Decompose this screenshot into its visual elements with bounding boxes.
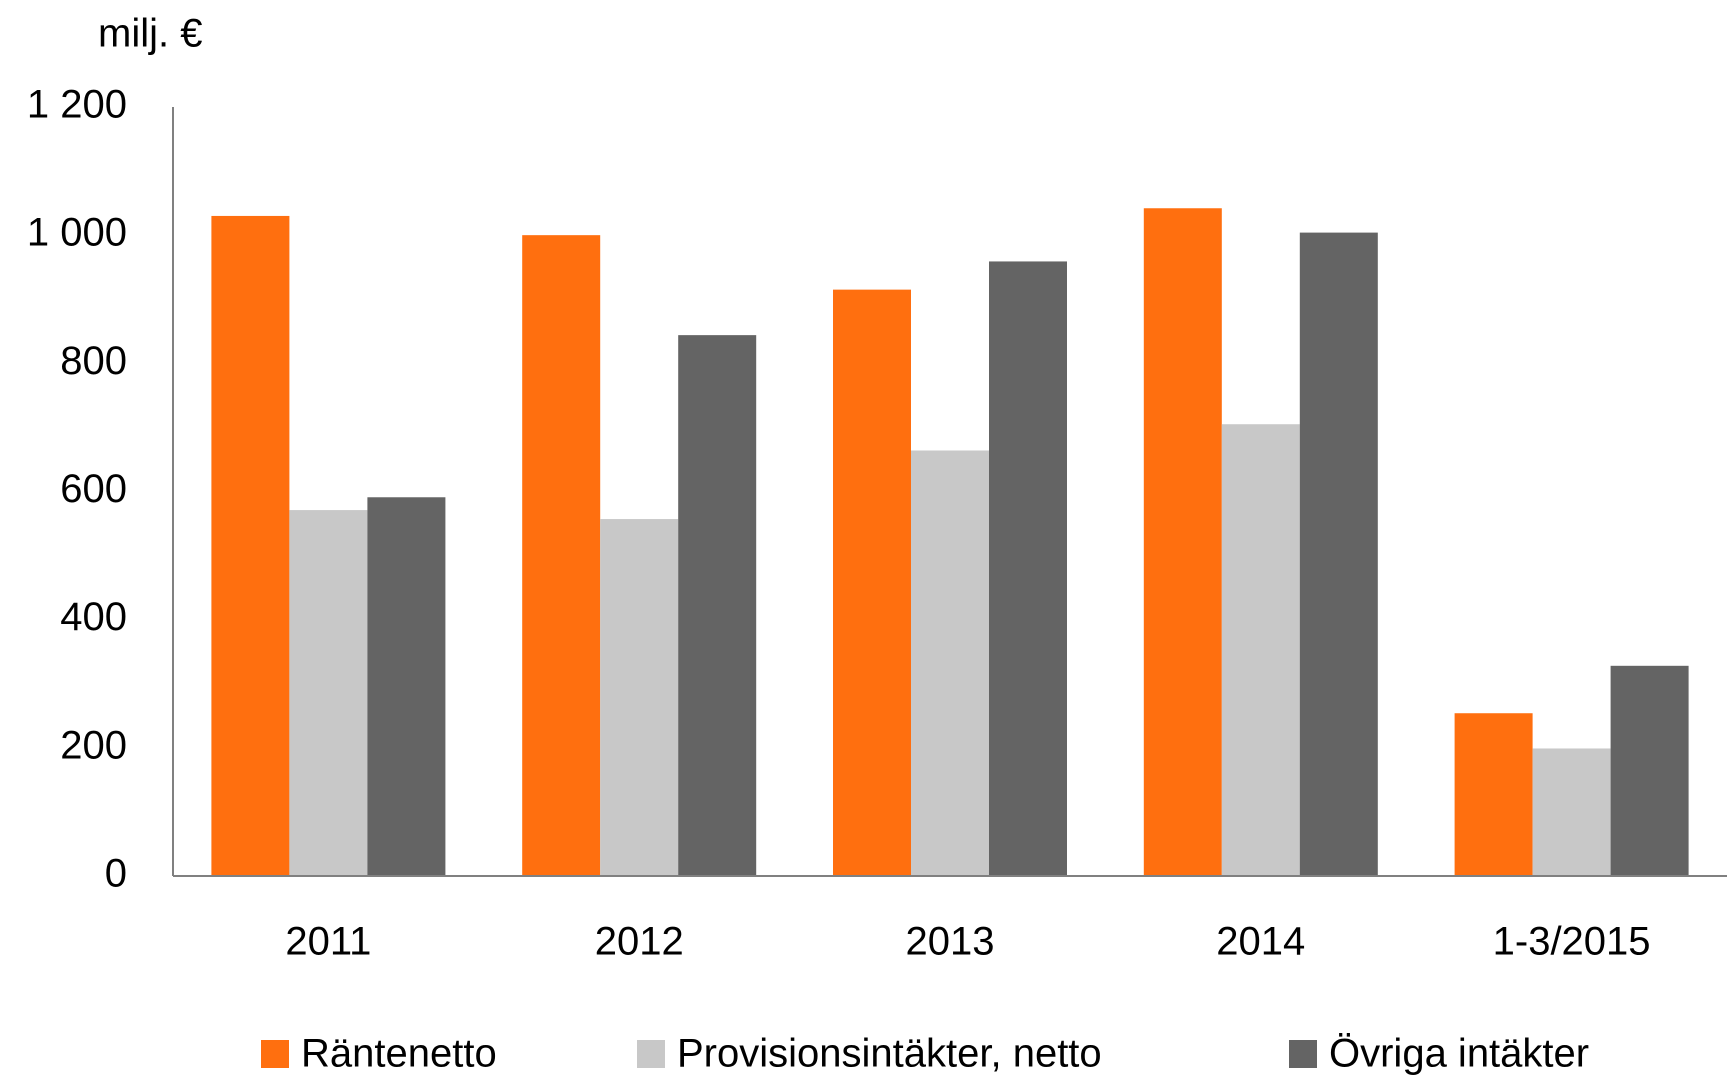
bar xyxy=(211,215,290,877)
y-tick-label: 1 000 xyxy=(27,211,127,255)
y-tick-label: 400 xyxy=(60,595,127,639)
bar xyxy=(1610,665,1689,876)
y-tick-label: 600 xyxy=(60,467,127,511)
bar xyxy=(522,235,601,876)
bar xyxy=(289,510,368,876)
legend-swatch xyxy=(261,1040,289,1068)
y-tick-label: 800 xyxy=(60,339,127,383)
legend-label: Övriga intäkter xyxy=(1329,1032,1589,1076)
x-tick-label: 2012 xyxy=(595,920,684,964)
bar xyxy=(1221,424,1300,876)
bar xyxy=(678,335,757,876)
legend-label: Räntenetto xyxy=(301,1032,497,1076)
bar xyxy=(911,450,989,876)
bar xyxy=(989,261,1067,877)
x-tick-label: 1-3/2015 xyxy=(1493,920,1651,964)
bar xyxy=(1299,232,1378,876)
y-tick-label: 1 200 xyxy=(27,83,127,127)
bar xyxy=(600,519,679,876)
x-tick-label: 2011 xyxy=(285,920,371,964)
x-tick-label: 2013 xyxy=(906,920,995,964)
legend-swatch xyxy=(1289,1040,1317,1068)
x-tick-label: 2014 xyxy=(1216,920,1305,964)
bar xyxy=(833,289,911,876)
bar xyxy=(1143,208,1222,877)
y-tick-label: 0 xyxy=(105,852,127,896)
bar xyxy=(367,497,446,876)
y-tick-label: 200 xyxy=(60,723,127,767)
bar xyxy=(1532,748,1611,876)
legend-swatch xyxy=(637,1040,665,1068)
bar xyxy=(1454,713,1533,876)
y-axis-label: milj. € xyxy=(98,12,202,56)
legend-label: Provisionsintäkter, netto xyxy=(677,1032,1102,1076)
